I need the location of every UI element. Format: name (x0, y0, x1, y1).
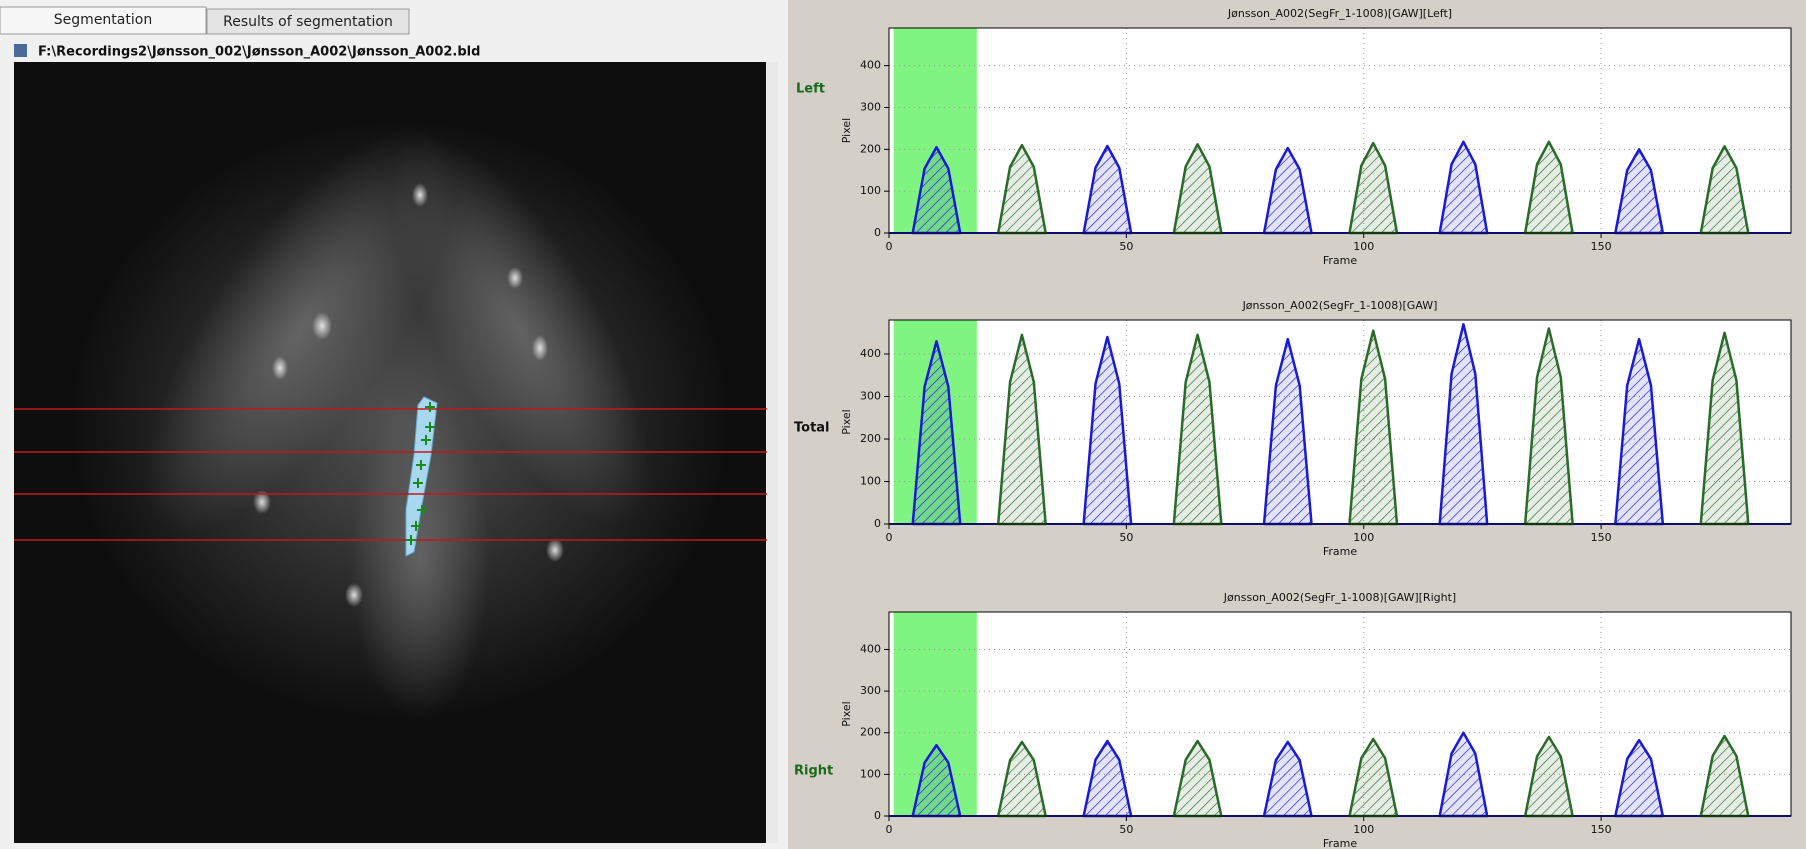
image-texture (507, 267, 523, 289)
y-tick-label: 300 (860, 684, 881, 697)
y-axis-label: Pixel (840, 701, 853, 726)
image-texture (312, 312, 332, 340)
x-tick-label: 150 (1591, 531, 1612, 544)
screenshot: Segmentation Results of segmentation F:\… (0, 0, 1806, 849)
y-tick-label: 100 (860, 767, 881, 780)
x-tick-label: 0 (886, 531, 893, 544)
y-tick-label: 400 (860, 347, 881, 360)
y-tick-label: 100 (860, 475, 881, 488)
y-tick-label: 300 (860, 390, 881, 403)
image-texture (272, 356, 288, 380)
y-tick-label: 400 (860, 59, 881, 72)
image-texture (546, 538, 564, 562)
x-tick-label: 150 (1591, 240, 1612, 253)
y-tick-label: 0 (874, 517, 881, 530)
y-tick-label: 200 (860, 432, 881, 445)
scrollbar[interactable] (767, 62, 778, 843)
x-tick-label: 0 (886, 240, 893, 253)
file-icon (14, 44, 27, 57)
y-tick-label: 200 (860, 726, 881, 739)
chart-title: Jønsson_A002(SegFr_1-1008)[GAW] (1242, 299, 1438, 312)
y-axis-label: Pixel (840, 118, 853, 143)
image-texture (345, 583, 363, 607)
y-tick-label: 300 (860, 100, 881, 113)
tab-label[interactable]: Segmentation (54, 12, 152, 28)
x-tick-label: 100 (1353, 240, 1374, 253)
chart-title: Jønsson_A002(SegFr_1-1008)[GAW][Right] (1223, 591, 1456, 604)
x-axis-label: Frame (1323, 254, 1358, 267)
x-tick-label: 50 (1119, 240, 1133, 253)
side-label: Total (794, 421, 830, 436)
file-path: F:\Recordings2\Jønsson_002\Jønsson_A002\… (38, 45, 480, 60)
side-label: Left (796, 82, 825, 97)
x-tick-label: 150 (1591, 823, 1612, 836)
x-tick-label: 0 (886, 823, 893, 836)
y-axis-label: Pixel (840, 409, 853, 434)
y-tick-label: 200 (860, 142, 881, 155)
y-tick-label: 100 (860, 184, 881, 197)
x-tick-label: 100 (1353, 531, 1374, 544)
image-texture (412, 183, 428, 207)
x-axis-label: Frame (1323, 545, 1358, 558)
y-tick-label: 0 (874, 226, 881, 239)
x-tick-label: 50 (1119, 531, 1133, 544)
y-tick-label: 0 (874, 809, 881, 822)
tab-label[interactable]: Results of segmentation (223, 14, 393, 30)
y-tick-label: 400 (860, 642, 881, 655)
x-tick-label: 50 (1119, 823, 1133, 836)
side-label: Right (794, 764, 833, 779)
image-texture (532, 335, 548, 361)
x-axis-label: Frame (1323, 837, 1358, 849)
x-tick-label: 100 (1353, 823, 1374, 836)
chart-title: Jønsson_A002(SegFr_1-1008)[GAW][Left] (1227, 7, 1452, 20)
